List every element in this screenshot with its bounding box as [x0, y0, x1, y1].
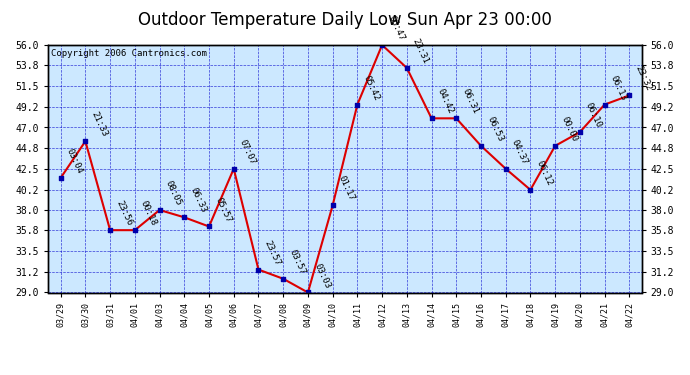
- Point: [451, 116, 462, 122]
- Text: 01:17: 01:17: [337, 174, 356, 202]
- Text: 06:31: 06:31: [460, 87, 480, 116]
- Text: 03:57: 03:57: [287, 248, 307, 276]
- Text: 21:33: 21:33: [90, 110, 109, 138]
- Text: 04:37: 04:37: [510, 138, 529, 166]
- Text: 03:04: 03:04: [65, 147, 84, 175]
- Text: 05:42: 05:42: [362, 74, 381, 102]
- Text: 05:57: 05:57: [213, 195, 233, 224]
- Text: 23:56: 23:56: [115, 199, 134, 227]
- Point: [129, 227, 140, 233]
- Text: 06:33: 06:33: [188, 186, 208, 214]
- Point: [550, 143, 561, 149]
- Text: 23:32: 23:32: [633, 64, 653, 93]
- Point: [253, 267, 264, 273]
- Text: 06:13: 06:13: [609, 74, 629, 102]
- Point: [574, 129, 585, 135]
- Text: 06:10: 06:10: [584, 101, 604, 129]
- Point: [105, 227, 116, 233]
- Text: 04:42: 04:42: [435, 87, 455, 116]
- Text: 06:12: 06:12: [535, 159, 554, 187]
- Point: [277, 276, 288, 282]
- Text: 00:18: 00:18: [139, 199, 159, 227]
- Point: [599, 102, 610, 108]
- Text: 00:00: 00:00: [560, 115, 579, 143]
- Point: [525, 187, 536, 193]
- Point: [204, 224, 215, 230]
- Text: 08:05: 08:05: [164, 179, 184, 207]
- Point: [327, 202, 338, 208]
- Point: [624, 92, 635, 98]
- Text: 07:07: 07:07: [238, 138, 257, 166]
- Text: 03:03: 03:03: [312, 261, 332, 290]
- Point: [352, 102, 363, 108]
- Point: [80, 138, 91, 144]
- Text: Copyright 2006 Cantronics.com: Copyright 2006 Cantronics.com: [51, 49, 207, 58]
- Point: [500, 166, 511, 172]
- Point: [154, 207, 165, 213]
- Point: [228, 166, 239, 172]
- Point: [426, 116, 437, 122]
- Point: [179, 214, 190, 220]
- Text: Outdoor Temperature Daily Low Sun Apr 23 00:00: Outdoor Temperature Daily Low Sun Apr 23…: [138, 11, 552, 29]
- Text: 23:57: 23:57: [263, 238, 282, 267]
- Text: 06:53: 06:53: [485, 115, 504, 143]
- Point: [377, 42, 388, 48]
- Point: [475, 143, 486, 149]
- Point: [55, 175, 66, 181]
- Point: [302, 290, 313, 296]
- Point: [402, 65, 413, 71]
- Text: 06:47: 06:47: [386, 14, 406, 42]
- Text: 23:31: 23:31: [411, 37, 431, 65]
